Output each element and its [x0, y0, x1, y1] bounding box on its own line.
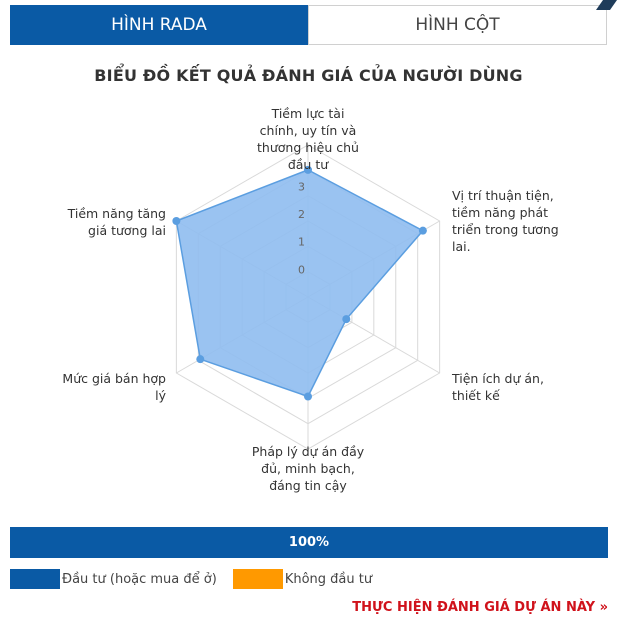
axis-label-line: đủ, minh bạch,	[261, 461, 355, 476]
axis-label-financial-strength: Tiềm lực tài chính, uy tín và thương hiệ…	[255, 105, 361, 173]
data-point	[304, 392, 312, 401]
tick-label: 2	[298, 208, 305, 221]
axis-label-line: tiềm năng phát	[452, 205, 549, 220]
axis-label-line: Tiện ích dự án,	[452, 371, 544, 386]
data-point	[304, 165, 312, 174]
corner-mark	[595, 0, 617, 10]
axis-label-line: Tiềm lực tài	[271, 106, 345, 121]
axis-label-line: đáng tin cậy	[269, 478, 347, 493]
chart-title: BIỂU ĐỒ KẾT QUẢ ĐÁNH GIÁ CỦA NGƯỜI DÙNG	[94, 66, 523, 85]
axis-label-line: Vị trí thuận tiện,	[452, 188, 554, 203]
axis-label-amenities: Tiện ích dự án, thiết kế	[452, 370, 592, 404]
data-point	[172, 217, 181, 225]
axis-label-line: triển trong tương	[452, 222, 559, 237]
axis-label-line: Tiềm năng tăng	[67, 206, 166, 221]
axis-label-line: Mức giá bán hợp	[62, 371, 166, 386]
legend-label-invest: Đầu tư (hoặc mua để ở)	[62, 571, 217, 587]
tab-column[interactable]: HÌNH CỘT	[308, 5, 607, 45]
evaluate-project-link[interactable]: THỰC HIỆN ĐÁNH GIÁ DỰ ÁN NÀY »	[352, 600, 608, 615]
axis-label-line: lai.	[452, 239, 471, 254]
data-point	[196, 355, 205, 364]
data-point	[418, 226, 427, 235]
axis-label-line: Pháp lý dự án đầy	[251, 444, 365, 459]
axis-label-line: chính, uy tín và	[259, 123, 357, 138]
radar-chart: 0 1 2 3	[172, 144, 441, 450]
axis-label-price: Mức giá bán hợp lý	[30, 370, 166, 404]
axis-label-location: Vị trí thuận tiện, tiềm năng phát triển …	[452, 187, 592, 255]
axis-label-legal: Pháp lý dự án đầy đủ, minh bạch, đáng ti…	[245, 443, 371, 494]
chart-type-tabs: HÌNH RADA HÌNH CỘT	[10, 5, 607, 45]
legend-label-not-invest: Không đầu tư	[284, 571, 373, 587]
data-point	[342, 315, 351, 324]
legend-swatch-not-invest	[232, 569, 283, 589]
tick-label: 0	[298, 263, 305, 276]
data-area	[175, 169, 425, 398]
tab-radar[interactable]: HÌNH RADA	[10, 5, 308, 45]
progress-bar: 100%	[10, 527, 608, 558]
axis-label-line: đầu tư	[287, 157, 329, 172]
tick-label: 3	[298, 180, 305, 193]
tick-label: 1	[298, 236, 305, 249]
axis-label-price-growth: Tiềm năng tăng giá tương lai	[30, 205, 166, 239]
axis-label-line: thiết kế	[452, 388, 500, 403]
axis-label-line: lý	[155, 388, 166, 403]
legend: Đầu tư (hoặc mua để ở) Không đầu tư	[10, 569, 372, 589]
progress-label: 100%	[288, 535, 330, 550]
legend-swatch-invest	[10, 569, 60, 589]
axis-label-line: giá tương lai	[88, 223, 166, 238]
axis-label-line: thương hiệu chủ	[257, 140, 359, 155]
